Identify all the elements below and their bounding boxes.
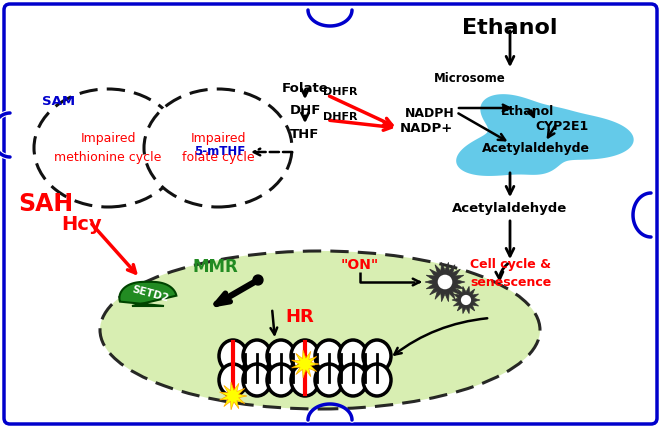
Polygon shape	[452, 286, 480, 313]
Ellipse shape	[339, 364, 367, 396]
Text: Ethanol: Ethanol	[462, 18, 558, 38]
Text: Impaired
folate cycle: Impaired folate cycle	[182, 132, 254, 164]
Text: Ethanol: Ethanol	[502, 105, 555, 118]
Circle shape	[461, 295, 471, 304]
Ellipse shape	[100, 251, 540, 409]
Ellipse shape	[363, 364, 391, 396]
Polygon shape	[425, 262, 465, 302]
Polygon shape	[219, 382, 247, 410]
Text: Hcy: Hcy	[61, 215, 102, 234]
Text: THF: THF	[290, 128, 320, 141]
Text: Acetylaldehyde: Acetylaldehyde	[452, 202, 568, 215]
Ellipse shape	[144, 89, 292, 207]
Text: SAM: SAM	[42, 95, 75, 108]
Text: DHFR: DHFR	[323, 87, 358, 97]
Text: Impaired
methionine cycle: Impaired methionine cycle	[54, 132, 162, 164]
Text: DHFR: DHFR	[323, 112, 358, 122]
Circle shape	[438, 275, 451, 289]
Ellipse shape	[339, 340, 367, 372]
Text: 5-mTHF: 5-mTHF	[194, 145, 245, 158]
Polygon shape	[292, 350, 319, 378]
Text: NADP+: NADP+	[400, 122, 453, 135]
Text: SAH: SAH	[18, 192, 73, 216]
Text: HR: HR	[286, 308, 315, 326]
Ellipse shape	[243, 364, 271, 396]
Ellipse shape	[219, 340, 247, 372]
Text: Acetylaldehyde: Acetylaldehyde	[482, 142, 590, 155]
Ellipse shape	[315, 340, 343, 372]
Ellipse shape	[267, 340, 295, 372]
Ellipse shape	[219, 364, 247, 396]
Text: DHF: DHF	[290, 104, 321, 117]
Text: SETD2: SETD2	[130, 284, 169, 304]
Ellipse shape	[315, 364, 343, 396]
Text: Cell cycle &
senescence: Cell cycle & senescence	[470, 258, 551, 289]
Polygon shape	[456, 94, 634, 176]
Text: CYP2E1: CYP2E1	[535, 120, 589, 133]
Ellipse shape	[34, 89, 182, 207]
Text: Microsome: Microsome	[434, 72, 506, 85]
Text: "ON": "ON"	[341, 258, 379, 272]
Ellipse shape	[291, 340, 319, 372]
FancyBboxPatch shape	[4, 4, 657, 424]
Text: Folate: Folate	[282, 82, 329, 95]
Text: MMR: MMR	[192, 258, 238, 276]
Polygon shape	[120, 282, 176, 306]
Ellipse shape	[363, 340, 391, 372]
Ellipse shape	[243, 340, 271, 372]
Circle shape	[253, 275, 263, 285]
Ellipse shape	[291, 364, 319, 396]
Text: NADPH: NADPH	[405, 107, 455, 120]
Ellipse shape	[267, 364, 295, 396]
